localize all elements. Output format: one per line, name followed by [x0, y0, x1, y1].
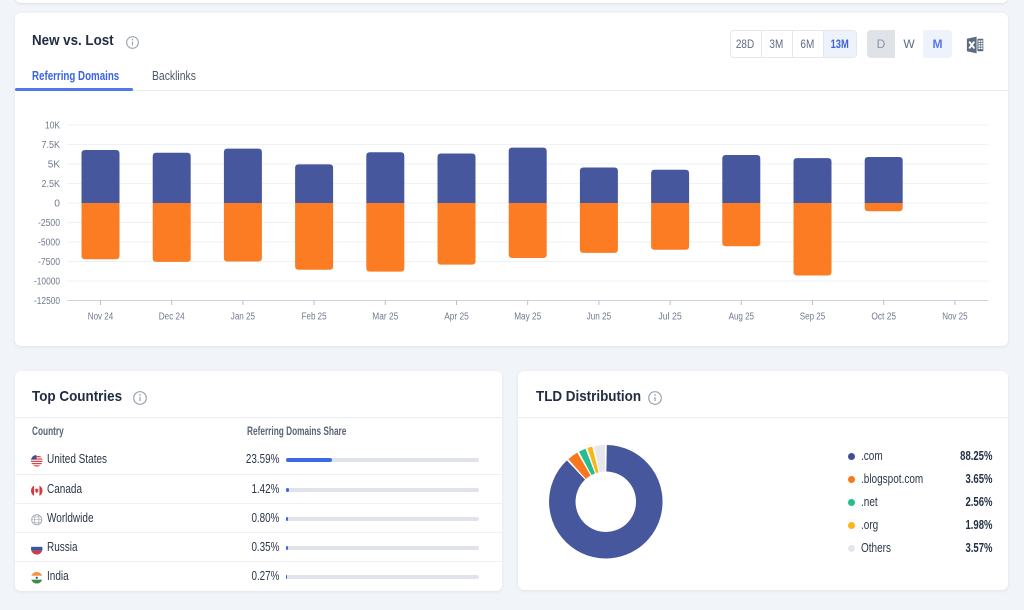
- svg-text:Jul 25: Jul 25: [658, 312, 682, 323]
- svg-text:5K: 5K: [48, 160, 61, 171]
- svg-text:Sep 25: Sep 25: [800, 312, 826, 323]
- svg-text:-2500: -2500: [38, 218, 60, 229]
- svg-text:10K: 10K: [45, 121, 60, 132]
- svg-text:Dec 24: Dec 24: [159, 312, 185, 323]
- svg-text:Apr 25: Apr 25: [444, 312, 469, 323]
- svg-text:Feb 25: Feb 25: [302, 312, 327, 323]
- svg-text:May 25: May 25: [514, 312, 541, 323]
- svg-text:-5000: -5000: [38, 238, 60, 249]
- svg-text:Mar 25: Mar 25: [372, 312, 398, 323]
- svg-text:Aug 25: Aug 25: [729, 312, 755, 323]
- svg-text:Jun 25: Jun 25: [587, 312, 612, 323]
- svg-text:-7500: -7500: [38, 257, 60, 268]
- svg-text:0: 0: [54, 199, 60, 210]
- svg-text:Nov 25: Nov 25: [942, 312, 968, 323]
- svg-text:7.5K: 7.5K: [42, 140, 61, 151]
- svg-text:Oct 25: Oct 25: [871, 312, 896, 323]
- svg-text:Jan 25: Jan 25: [231, 312, 256, 323]
- svg-text:-10000: -10000: [34, 277, 60, 288]
- svg-text:2.5K: 2.5K: [42, 179, 61, 190]
- svg-text:-12500: -12500: [34, 296, 60, 307]
- svg-text:Nov 24: Nov 24: [88, 312, 114, 323]
